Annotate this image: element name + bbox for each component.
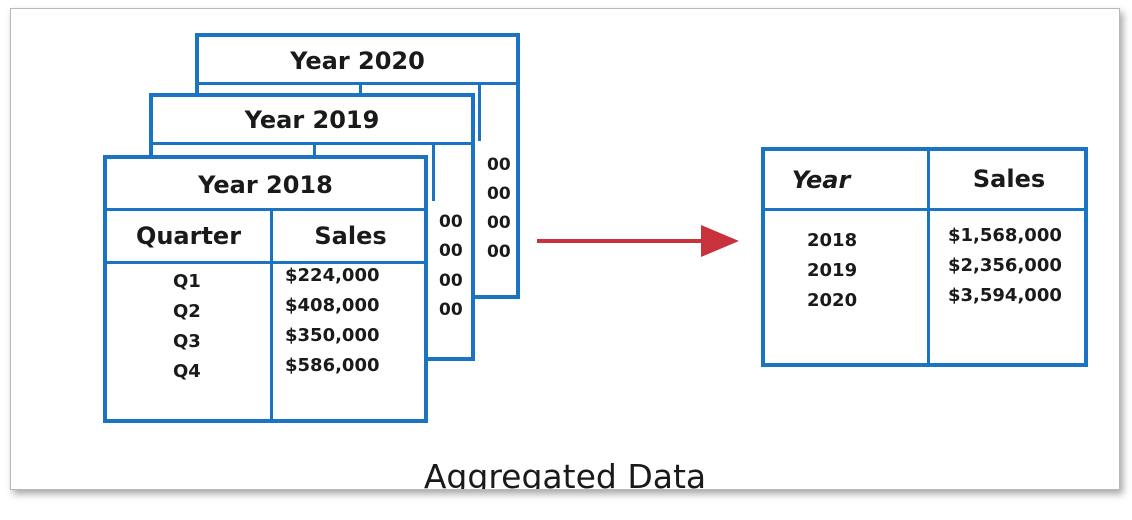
year-cell: 2018 bbox=[807, 230, 858, 251]
cell-fragment: 00 bbox=[439, 271, 463, 291]
cell-fragment: 00 bbox=[439, 241, 463, 261]
cell-fragment: 00 bbox=[487, 155, 511, 175]
column-divider bbox=[432, 145, 435, 201]
cell-fragment: 00 bbox=[487, 242, 511, 262]
year-cell: 2019 bbox=[807, 260, 858, 281]
quarter-cell: Q3 bbox=[173, 331, 201, 352]
table-title-row bbox=[199, 37, 516, 85]
column-divider bbox=[927, 151, 930, 363]
table-year-2018: Year 2018 Quarter Sales Q1 Q2 Q3 Q4 $224… bbox=[103, 155, 428, 423]
diagram-frame: Year 2020 00 00 00 00 Year 2019 00 00 00… bbox=[10, 8, 1120, 490]
table-title: Year 2018 bbox=[198, 171, 333, 199]
sales-cell: $224,000 bbox=[285, 265, 380, 286]
cell-fragment: 00 bbox=[487, 184, 511, 204]
quarter-cell: Q4 bbox=[173, 361, 201, 382]
column-header-sales: Sales bbox=[314, 222, 387, 250]
table-title-row bbox=[107, 159, 424, 211]
column-divider bbox=[270, 211, 273, 419]
column-divider bbox=[478, 85, 481, 141]
cell-fragment: 00 bbox=[487, 213, 511, 233]
table-title: Year 2020 bbox=[290, 47, 425, 75]
sales-cell: $586,000 bbox=[285, 355, 380, 376]
column-header-year: Year bbox=[791, 166, 851, 194]
cell-fragment: 00 bbox=[439, 300, 463, 320]
table-title: Year 2019 bbox=[244, 106, 380, 134]
arrow-right-icon bbox=[537, 225, 739, 257]
column-header-row bbox=[765, 151, 1084, 211]
sales-cell: $350,000 bbox=[285, 325, 380, 346]
year-cell: 2020 bbox=[807, 290, 858, 311]
column-header-quarter: Quarter bbox=[135, 222, 242, 250]
table-title-row bbox=[153, 97, 471, 145]
diagram-caption: Aggregated Data bbox=[423, 457, 707, 490]
column-header-sales: Sales bbox=[972, 165, 1046, 193]
aggregated-table: Year Sales 2018 2019 2020 $1,568,000 $2,… bbox=[761, 147, 1088, 367]
quarter-cell: Q1 bbox=[173, 271, 201, 292]
cell-fragment: 00 bbox=[439, 212, 463, 232]
sales-cell: $1,568,000 bbox=[948, 225, 1062, 246]
sales-cell: $408,000 bbox=[285, 295, 380, 316]
quarter-cell: Q2 bbox=[173, 301, 201, 322]
sales-cell: $2,356,000 bbox=[948, 255, 1062, 276]
column-header-row bbox=[107, 211, 424, 264]
sales-cell: $3,594,000 bbox=[948, 285, 1062, 306]
